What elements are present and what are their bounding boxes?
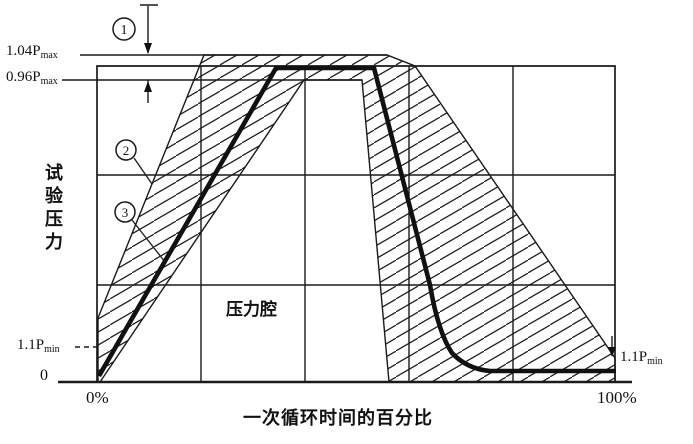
y-label-1-1pmin-right-sub: min [647,356,663,367]
callout-1-badge: 1 [112,17,136,41]
callout-3-leader [131,219,166,263]
y-label-1-04pmax: 1.04Pmax [6,44,58,61]
y-label-1-04pmax-main: 1.04P [6,43,41,59]
dimension-arrow-down-icon [144,43,152,54]
y-label-0-96pmax-main: 0.96P [6,69,41,85]
callout-2-number: 2 [123,143,130,158]
callout-2-badge: 2 [115,139,137,161]
x-tick-0-percent: 0% [86,388,109,407]
x-tick-100-percent: 100% [597,388,637,407]
y-label-origin: 0 [40,367,48,384]
test-pressure-curve [97,65,616,378]
dimension-arrow-up-icon [144,81,152,92]
y-label-1-1pmin-right-main: 1.1P [620,349,648,365]
x-axis-title: 一次循环时间的百分比 [243,408,433,428]
y-label-1-1pmin-left-main: 1.1P [17,337,45,353]
y-label-0-96pmax-sub: max [40,76,58,87]
y-label-1-1pmin-right: 1.1Pmin [620,350,663,367]
y-label-1-1pmin-left: 1.1Pmin [17,338,60,355]
tolerance-envelope-hatched-band [97,54,616,383]
pressure-chamber-label: 压力腔 [226,300,277,319]
y-label-0-96pmax: 0.96Pmax [6,70,58,87]
y-axis-title: 试验压力 [43,163,63,255]
right-pmin-arrow-icon [608,347,616,357]
y-label-1-1pmin-left-sub: min [44,344,60,355]
callout-2-leader [133,157,153,185]
callout-3-number: 3 [122,205,129,220]
callout-3-badge: 3 [114,201,136,223]
y-label-1-04pmax-sub: max [40,50,58,61]
grid-horizontal-lines [97,174,615,286]
grid-vertical-lines [200,66,514,382]
callout-1-number: 1 [121,23,128,38]
